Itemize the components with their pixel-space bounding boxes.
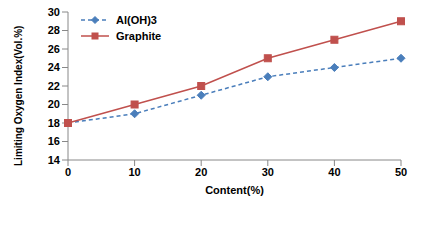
svg-text:10: 10 (128, 166, 140, 178)
svg-text:40: 40 (328, 166, 340, 178)
html-text:Al(OH)3: Al(OH)3 (116, 14, 157, 26)
svg-text:Limiting Oxygen Index(Vol.%): Limiting Oxygen Index(Vol.%) (13, 26, 24, 166)
svg-text:26: 26 (48, 43, 60, 55)
svg-text:18: 18 (48, 117, 60, 129)
svg-text:0: 0 (65, 166, 71, 178)
svg-text:20: 20 (48, 98, 60, 110)
svg-text:14: 14 (48, 154, 61, 166)
svg-text:28: 28 (48, 24, 60, 36)
svg-text:22: 22 (48, 80, 60, 92)
svg-text:50: 50 (395, 166, 407, 178)
html-text:Graphite: Graphite (116, 30, 162, 42)
svg-text:Content(%): Content(%) (205, 184, 264, 196)
svg-text:16: 16 (48, 135, 60, 147)
svg-text:24: 24 (48, 61, 61, 73)
svg-text:30: 30 (262, 166, 274, 178)
svg-text:30: 30 (48, 6, 60, 18)
svg-text:20: 20 (195, 166, 207, 178)
